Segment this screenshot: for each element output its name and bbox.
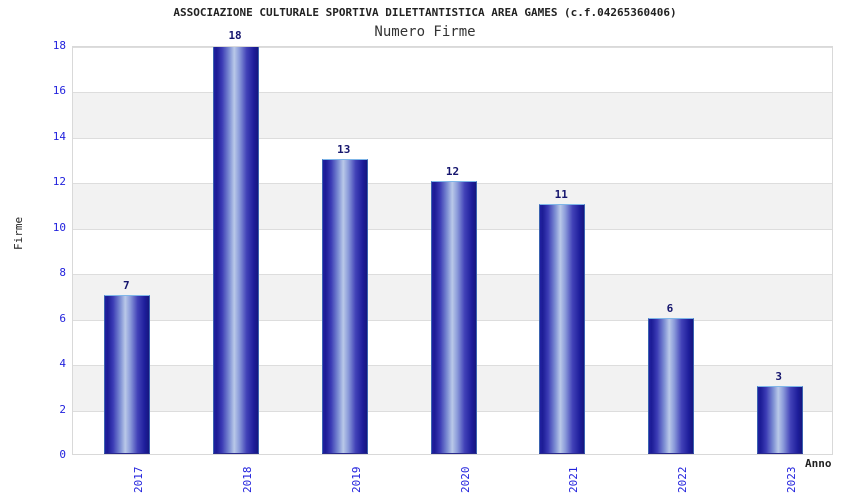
chart-title: ASSOCIAZIONE CULTURALE SPORTIVA DILETTAN… [173, 6, 677, 19]
x-tick-label: 2017 [132, 466, 146, 494]
y-tick-label: 6 [59, 311, 66, 325]
y-tick-label: 16 [52, 84, 66, 98]
y-tick-label: 2 [59, 402, 66, 416]
y-tick-label: 4 [59, 357, 66, 371]
y-tick-label: 14 [52, 129, 66, 143]
y-tick-label: 10 [52, 220, 66, 234]
y-tick-label: 12 [52, 175, 66, 189]
x-tick-label: 2022 [675, 466, 689, 494]
bar-value-label: 13 [337, 142, 351, 156]
bar[interactable] [539, 204, 586, 454]
bar-value-label: 12 [445, 165, 460, 179]
y-axis-ticks: 0 2 4 6 8 10 12 14 16 18 [0, 0, 66, 500]
x-axis-label: Anno [805, 457, 832, 470]
y-tick-label: 8 [59, 266, 66, 280]
gridline [73, 92, 832, 94]
gridline [73, 47, 832, 48]
bar-value-label: 6 [666, 301, 674, 315]
y-band [73, 92, 832, 138]
y-axis-label: Firme [12, 216, 25, 250]
bar-value-label: 11 [554, 188, 568, 202]
x-tick-label: 2020 [458, 466, 472, 494]
x-tick-label: 2023 [784, 466, 798, 494]
plot-area [72, 46, 833, 455]
bar[interactable] [213, 47, 260, 454]
bar-value-label: 7 [123, 278, 130, 292]
gridline [73, 137, 832, 139]
bar[interactable] [430, 181, 477, 454]
bar[interactable] [104, 294, 151, 454]
x-tick-label: 2019 [349, 466, 363, 494]
chart-subtitle: Numero Firme [374, 24, 476, 40]
bar[interactable] [647, 317, 694, 454]
y-tick-label: 0 [59, 448, 66, 461]
x-tick-label: 2018 [241, 466, 255, 494]
y-tick-label: 18 [52, 39, 66, 52]
bar-value-label: 3 [775, 369, 782, 383]
bar-value-label: 18 [228, 29, 242, 42]
bar[interactable] [756, 385, 803, 454]
bar[interactable] [321, 158, 368, 454]
x-tick-label: 2021 [567, 466, 581, 494]
